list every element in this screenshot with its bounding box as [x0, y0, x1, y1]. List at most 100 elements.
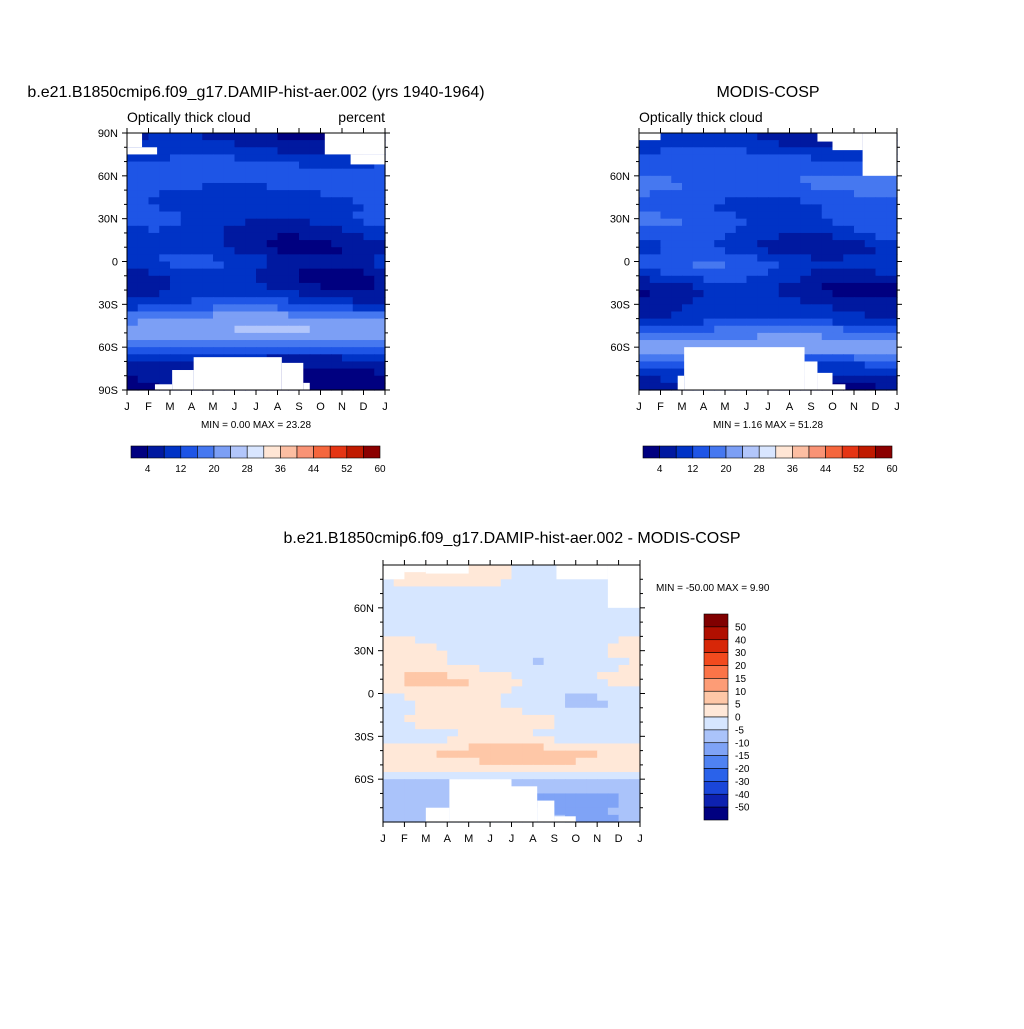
colorbar-label: -40 — [735, 790, 750, 801]
heatmap-cell — [660, 261, 672, 270]
heatmap-cell — [234, 347, 246, 355]
heatmap-cell — [522, 764, 534, 773]
heatmap-cell — [746, 254, 758, 263]
heatmap-cell — [148, 182, 160, 191]
colorbar-label: 20 — [735, 661, 747, 672]
heatmap-cell — [245, 133, 257, 141]
heatmap-cell — [234, 175, 246, 184]
heatmap-cell — [886, 297, 898, 305]
heatmap-cell — [629, 693, 641, 702]
heatmap-cell — [457, 693, 470, 702]
heatmap-cell — [768, 232, 780, 241]
heatmap-cell — [821, 361, 834, 370]
heatmap-cell — [468, 572, 480, 580]
heatmap-cell — [832, 375, 844, 384]
heatmap-cell — [234, 182, 246, 191]
heatmap-cell — [180, 340, 193, 348]
heatmap-cell — [159, 175, 171, 184]
heatmap-cell — [543, 672, 555, 680]
heatmap-cell — [597, 807, 609, 816]
heatmap-cell — [180, 361, 193, 370]
heatmap-cell — [639, 190, 651, 198]
heatmap-cell — [202, 147, 214, 156]
heatmap-cell — [234, 204, 246, 213]
heatmap-cell — [404, 779, 416, 787]
heatmap-cell — [500, 722, 513, 730]
heatmap-cell — [309, 382, 322, 391]
heatmap-cell — [425, 643, 438, 652]
heatmap-cell — [875, 232, 887, 241]
heatmap-cell — [671, 247, 683, 255]
heatmap-cell — [447, 664, 459, 673]
heatmap-cell — [342, 175, 354, 184]
heatmap-cell — [864, 311, 877, 320]
heatmap-cell — [223, 190, 236, 198]
heatmap-cell — [234, 282, 246, 291]
heatmap-cell — [725, 261, 737, 270]
heatmap-cell — [532, 772, 545, 780]
heatmap-cell — [299, 168, 311, 177]
month-tick-label: J — [232, 401, 238, 413]
heatmap-cell — [320, 190, 332, 198]
heatmap-cell — [288, 190, 300, 198]
heatmap-cell — [586, 786, 598, 795]
month-tick-label: F — [145, 401, 152, 413]
heatmap-cell — [532, 779, 545, 787]
heatmap-cell — [374, 290, 386, 298]
month-tick-label: F — [401, 833, 408, 845]
heatmap-cell — [511, 714, 523, 723]
heatmap-cell — [565, 686, 577, 695]
heatmap-cell — [479, 757, 491, 766]
heatmap-cell — [234, 268, 246, 277]
heatmap-cell — [352, 190, 365, 198]
heatmap-cell — [202, 268, 214, 277]
heatmap-cell — [554, 643, 566, 652]
heatmap-cell — [554, 593, 566, 602]
heatmap-cell — [811, 311, 823, 320]
heatmap-cell — [137, 375, 150, 384]
heatmap-cell — [757, 240, 769, 248]
heatmap-cell — [875, 182, 887, 191]
heatmap-cell — [843, 240, 855, 248]
heatmap-cell — [757, 161, 769, 170]
heatmap-cell — [500, 586, 513, 595]
heatmap-cell — [864, 340, 877, 348]
heatmap-cell — [875, 218, 887, 227]
heatmap-cell — [363, 375, 375, 384]
heatmap-cell — [234, 318, 246, 327]
heatmap-cell — [532, 600, 545, 609]
heatmap-cell — [800, 325, 812, 334]
heatmap-cell — [500, 700, 513, 709]
heatmap-cell — [639, 161, 651, 170]
heatmap-cell — [768, 133, 780, 141]
heatmap-cell — [886, 282, 898, 291]
heatmap-cell — [586, 707, 598, 716]
heatmap-cell — [299, 375, 311, 384]
heatmap-cell — [554, 736, 566, 745]
heatmap-cell — [404, 579, 416, 588]
heatmap-cell — [331, 154, 343, 163]
heatmap-cell — [511, 657, 523, 666]
heatmap-cell — [425, 743, 438, 752]
heatmap-cell — [886, 354, 898, 363]
month-tick-label: A — [188, 401, 196, 413]
heatmap-cell — [757, 318, 769, 327]
heatmap-cell — [393, 643, 406, 652]
heatmap-cell — [800, 261, 812, 270]
heatmap-cell — [479, 622, 491, 630]
heatmap-cell — [757, 282, 769, 291]
heatmap-cell — [800, 204, 812, 213]
heatmap-cell — [202, 332, 214, 341]
heatmap-cell — [565, 729, 577, 737]
heatmap-cell — [703, 147, 715, 156]
heatmap-cell — [331, 382, 343, 391]
heatmap-cell — [299, 268, 311, 277]
heatmap-cell — [746, 304, 758, 313]
heatmap-cell — [692, 304, 705, 313]
heatmap-cell — [352, 240, 365, 248]
heatmap-cell — [137, 282, 150, 291]
heatmap-cell — [352, 168, 365, 177]
heatmap-cell — [649, 332, 662, 341]
heatmap-cell — [511, 664, 523, 673]
heatmap-cell — [532, 650, 545, 659]
